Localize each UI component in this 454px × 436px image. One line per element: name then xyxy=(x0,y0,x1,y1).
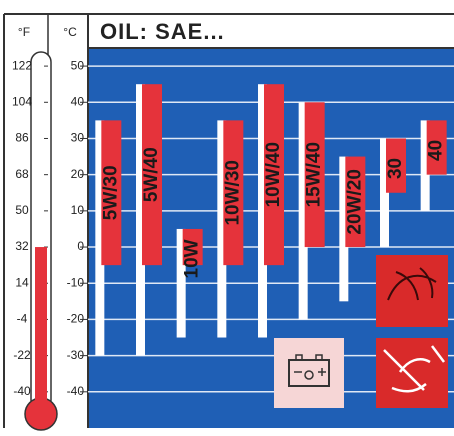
y-tick-label: -30 xyxy=(67,348,85,362)
y-tick-label: -10 xyxy=(67,275,85,289)
red-bar xyxy=(426,120,447,175)
icon-battery xyxy=(304,370,314,380)
icon-battery xyxy=(274,338,344,408)
red-bar xyxy=(223,120,244,266)
range-bar xyxy=(176,228,186,338)
icon-battery xyxy=(294,354,326,376)
icon-hand xyxy=(383,345,445,393)
y-tick-label: 30 xyxy=(71,131,85,145)
thermometer-column xyxy=(35,247,47,414)
grade-label: 40 xyxy=(426,140,447,161)
y2-tick-label: 68 xyxy=(15,167,29,181)
range-bar xyxy=(258,84,267,338)
range-bar xyxy=(420,120,430,211)
grade-label: 10W/30 xyxy=(222,160,243,225)
y2-tick-label: -40 xyxy=(13,384,31,398)
y-tick-label: 40 xyxy=(71,94,85,108)
range-bar xyxy=(298,102,308,320)
grade-label: 30 xyxy=(385,158,406,179)
y2-tick-label: -4 xyxy=(17,312,28,326)
y2-tick-label: 50 xyxy=(15,203,29,217)
y2-tick-label: 86 xyxy=(15,131,29,145)
red-bar xyxy=(182,228,203,266)
range-bar xyxy=(95,120,105,356)
y2-tick-label: 14 xyxy=(15,275,29,289)
y-tick-label: -20 xyxy=(67,312,85,326)
y2-unit: °F xyxy=(18,25,30,39)
range-bar xyxy=(339,156,349,302)
y2-tick-label: 104 xyxy=(12,94,32,108)
grade-label: 5W/40 xyxy=(141,147,162,202)
icon-engine xyxy=(376,255,448,327)
red-bar xyxy=(101,120,122,266)
red-bar xyxy=(345,156,366,248)
grade-label: 5W/30 xyxy=(100,165,121,220)
red-bar xyxy=(304,102,325,248)
red-bar xyxy=(264,84,284,266)
red-bar xyxy=(142,84,162,266)
icon-hand xyxy=(376,338,448,408)
y-unit: °C xyxy=(63,25,77,39)
grade-label: 15W/40 xyxy=(304,142,325,207)
y-tick-label: -40 xyxy=(67,384,85,398)
chart-title: OIL: SAE... xyxy=(100,19,225,44)
y2-tick-label: 122 xyxy=(12,58,32,72)
y-tick-label: 10 xyxy=(71,203,85,217)
grade-label: 20W/20 xyxy=(344,169,365,234)
icon-engine xyxy=(387,267,437,301)
y-tick-label: 50 xyxy=(71,58,85,72)
icon-battery xyxy=(288,359,330,387)
range-bar xyxy=(217,120,227,338)
range-bar xyxy=(136,84,145,356)
y2-tick-label: 32 xyxy=(15,239,29,253)
grade-label: 10W xyxy=(182,239,203,278)
range-bar xyxy=(380,138,389,248)
y-tick-label: 20 xyxy=(71,167,85,181)
grade-label: 10W/40 xyxy=(263,142,284,207)
y-tick-label: 0 xyxy=(77,239,84,253)
y2-tick-label: -22 xyxy=(13,348,31,362)
red-bar xyxy=(386,138,406,193)
